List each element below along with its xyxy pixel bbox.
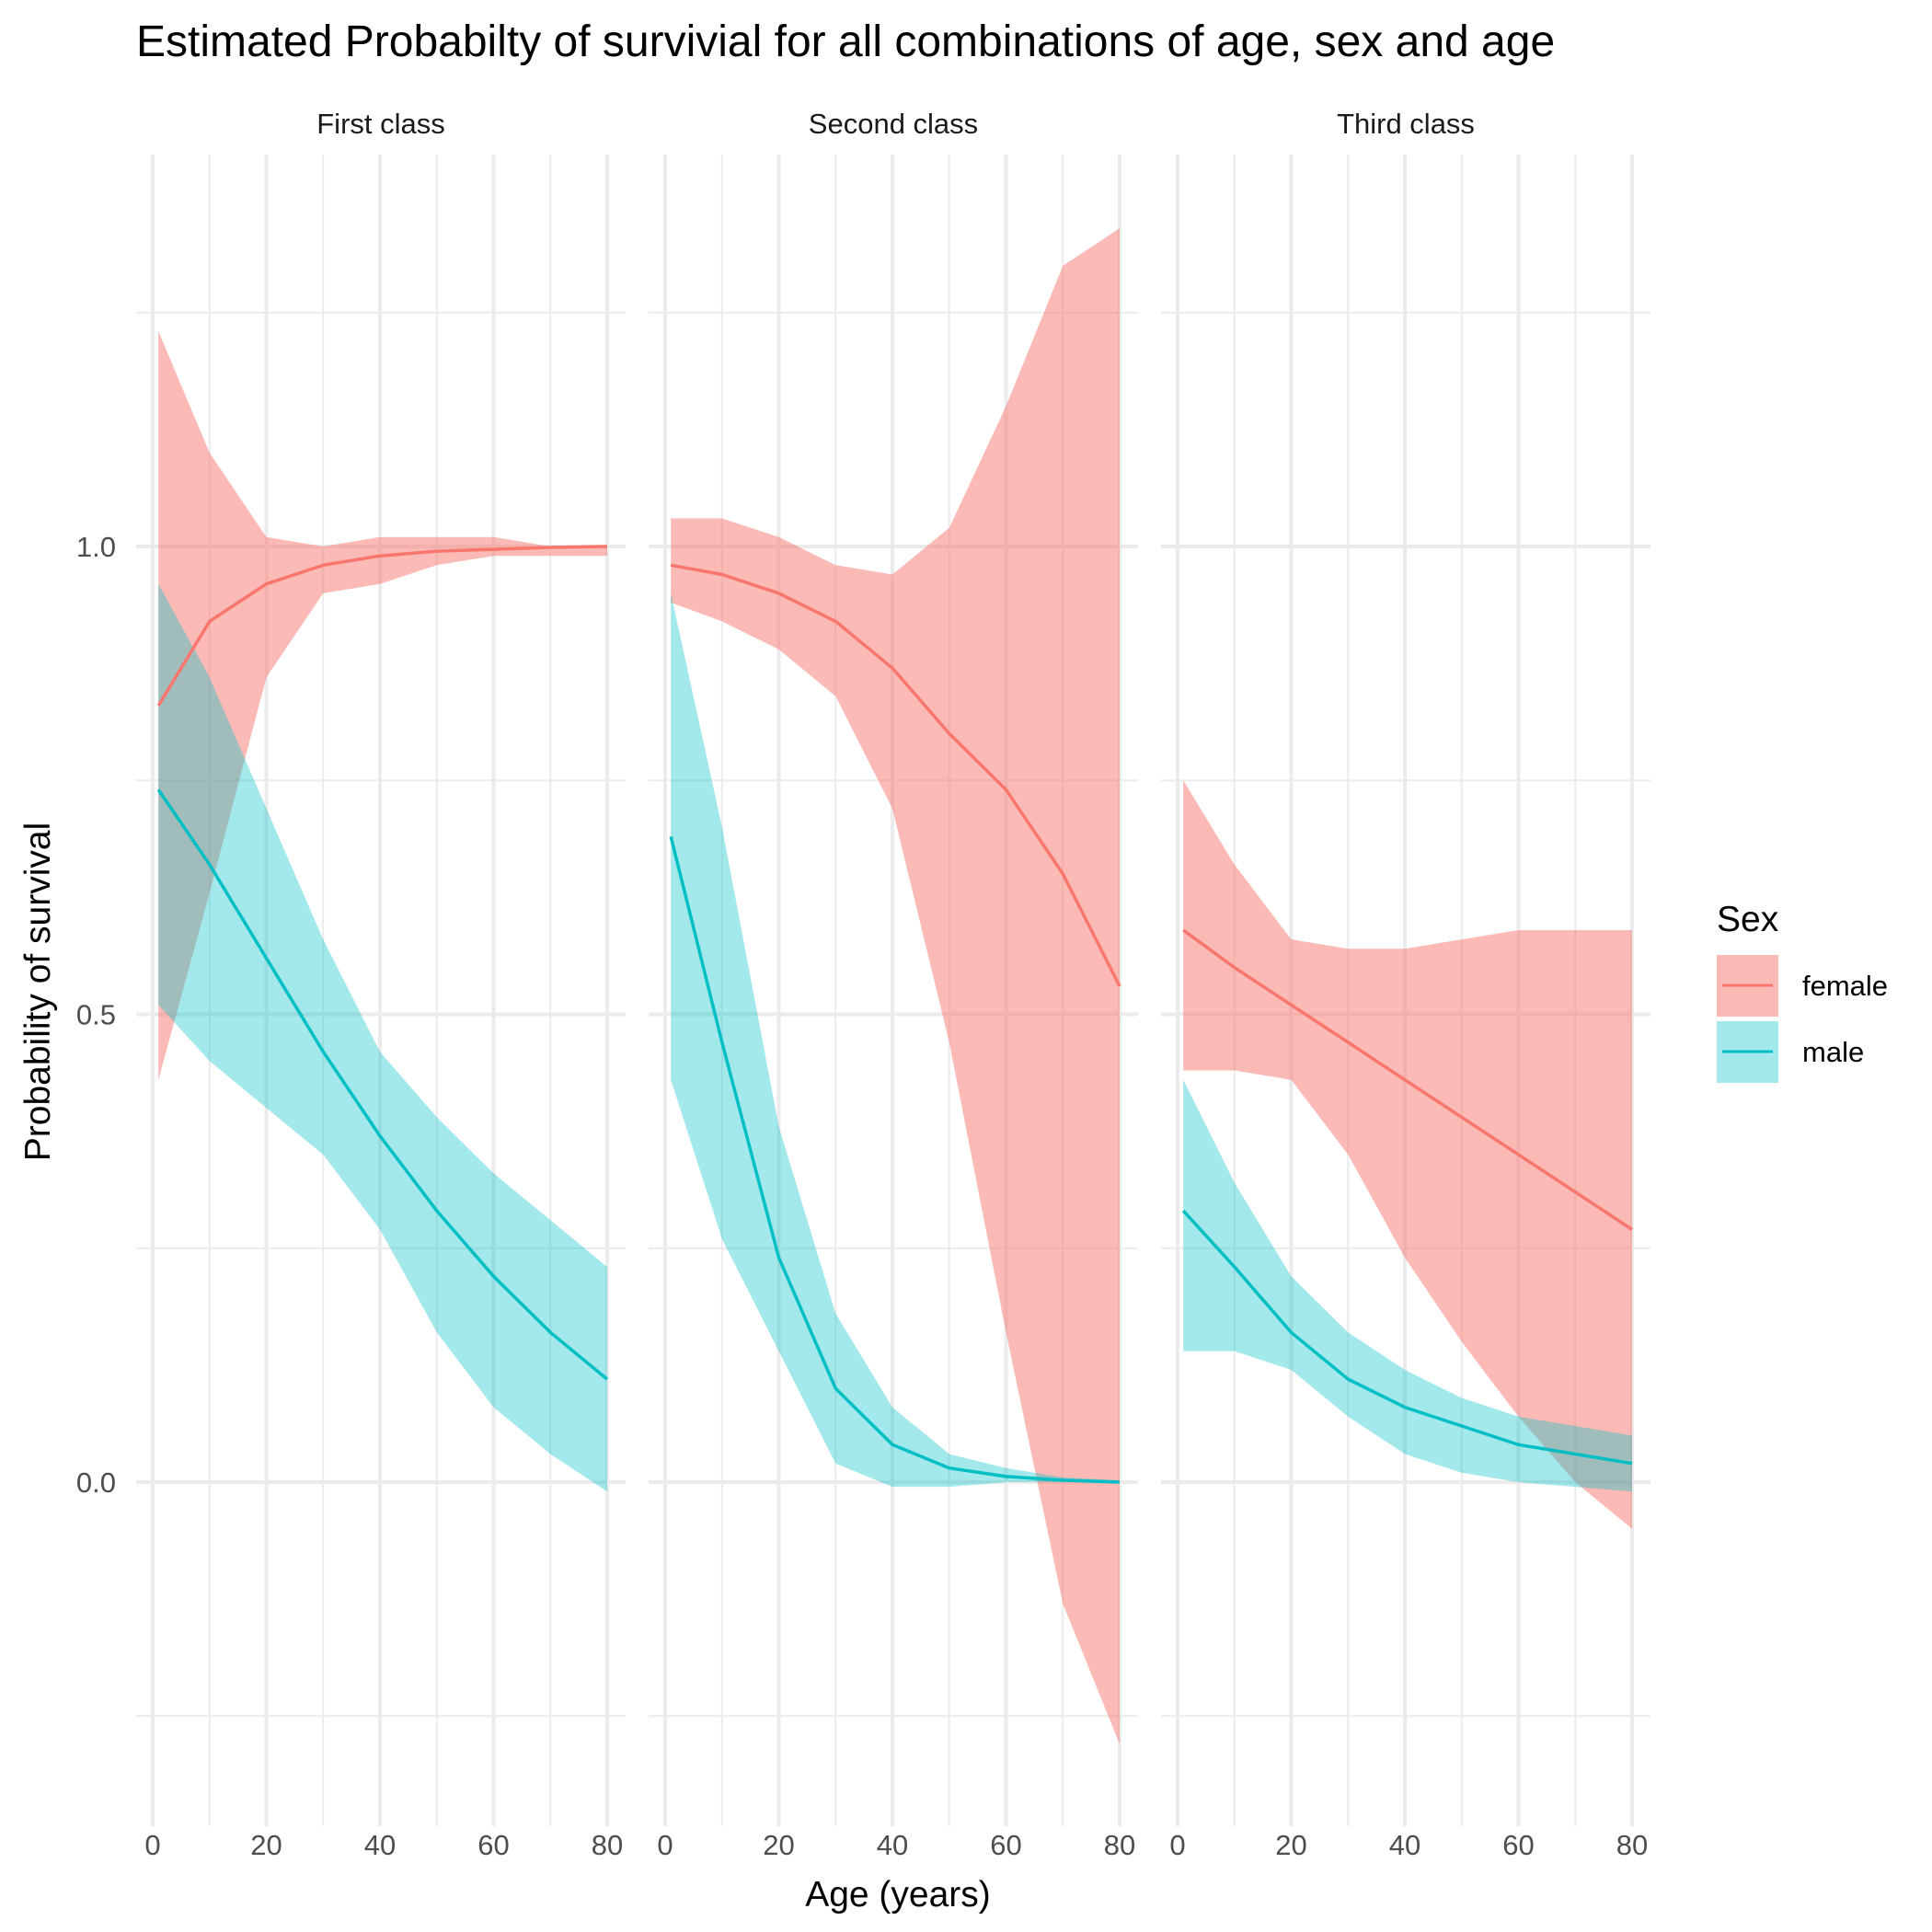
legend-label-male: male	[1802, 1036, 1864, 1068]
facet-panels: First class 0 20 40 60 80 Second class 0 20 40 60 8…	[136, 108, 1650, 1861]
x-tick-label: 20	[250, 1829, 282, 1861]
series-line-female	[156, 545, 608, 707]
x-tick-label: 40	[364, 1829, 396, 1861]
ribbon-female	[158, 331, 607, 1080]
x-tick-label: 80	[592, 1829, 623, 1861]
legend-title: Sex	[1717, 900, 1779, 939]
x-tick-label: 20	[1275, 1829, 1306, 1861]
series-line-male	[669, 835, 1121, 1484]
y-tick-label: 0.0	[76, 1466, 116, 1499]
y-tick-label: 1.0	[76, 531, 116, 563]
x-tick-label: 60	[477, 1829, 509, 1861]
x-tick-label: 80	[1104, 1829, 1135, 1861]
series-line-male	[156, 788, 609, 1381]
x-tick-label: 60	[990, 1829, 1021, 1861]
panel-strip-label: Third class	[1337, 108, 1475, 140]
series-line-male	[1181, 1209, 1633, 1466]
y-axis-title: Probability of survival	[18, 822, 58, 1161]
ribbon-female	[1183, 780, 1632, 1529]
x-tick-label: 40	[877, 1829, 908, 1861]
y-tick-label: 0.5	[76, 999, 116, 1031]
x-tick-label: 0	[1169, 1829, 1185, 1861]
panel-third-class: Third class 0 20 40 60 80	[1161, 108, 1650, 1861]
x-tick-label: 0	[657, 1829, 673, 1861]
x-tick-label: 40	[1389, 1829, 1420, 1861]
x-tick-label: 80	[1616, 1829, 1648, 1861]
legend-item-male: male	[1717, 1021, 1864, 1083]
x-axis-title: Age (years)	[805, 1875, 991, 1915]
series-line-female	[670, 563, 1121, 987]
x-tick-label: 20	[763, 1829, 794, 1861]
panel-strip-label: Second class	[809, 108, 978, 140]
ribbon-male	[158, 583, 607, 1492]
series-line-female	[1182, 928, 1633, 1231]
legend-label-female: female	[1802, 970, 1888, 1002]
chart-title: Estimated Probabilty of survivial for al…	[136, 17, 1555, 66]
y-axis: 0.0 0.5 1.0	[76, 531, 116, 1499]
panel-strip-label: First class	[316, 108, 445, 140]
panel-second-class: Second class 0 20 40 60 80	[649, 108, 1138, 1861]
legend-item-female: female	[1717, 955, 1888, 1017]
legend: Sex female male	[1717, 900, 1888, 1083]
panel-first-class: First class 0 20 40 60 80	[136, 108, 626, 1861]
ribbon-female	[671, 228, 1120, 1744]
x-tick-label: 60	[1502, 1829, 1534, 1861]
x-tick-label: 0	[144, 1829, 160, 1861]
